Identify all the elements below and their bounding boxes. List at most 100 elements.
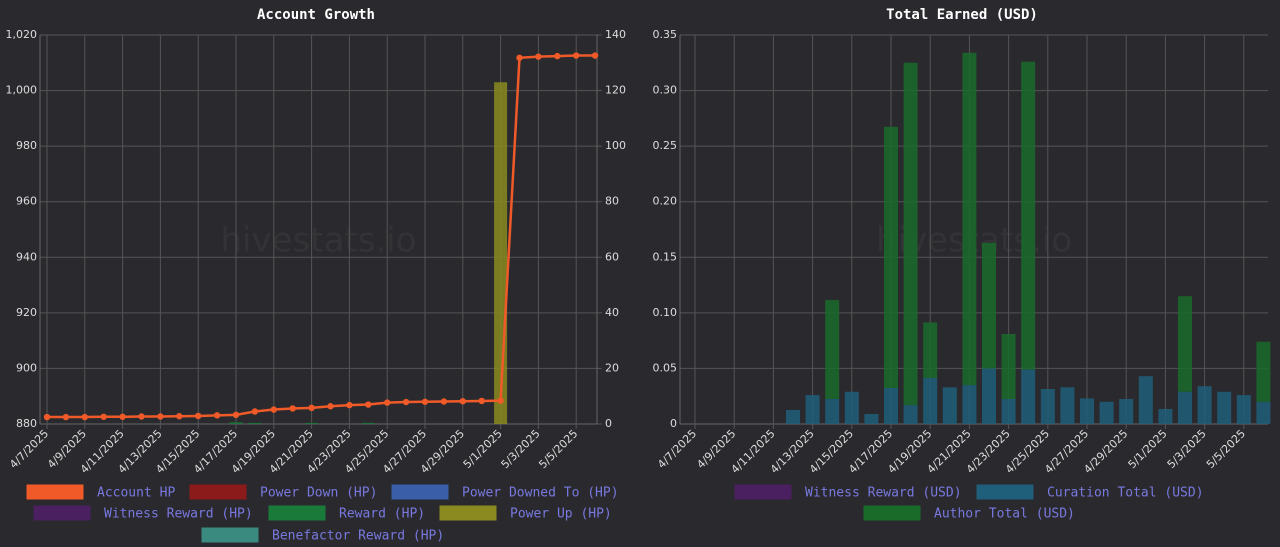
line-point [270, 406, 277, 413]
y-tick-label: 0.25 [653, 139, 678, 152]
bar [962, 52, 977, 386]
bar [1197, 386, 1212, 424]
line-point [554, 52, 561, 60]
legend-swatch [863, 505, 921, 521]
line-point [308, 404, 315, 412]
bar [825, 300, 840, 399]
legend-swatch [976, 484, 1034, 500]
line-point [327, 403, 334, 410]
legend-swatch [439, 505, 497, 521]
bar [1256, 341, 1271, 402]
line-point [497, 397, 504, 404]
line-point [591, 52, 599, 59]
legend-label: Author Total (USD) [934, 507, 1075, 522]
line-point [100, 413, 107, 420]
y2-tick-label: 40 [605, 306, 619, 319]
bar [884, 387, 898, 424]
bar [361, 422, 375, 424]
legend-swatch [26, 484, 84, 500]
bar [1178, 296, 1192, 392]
legend-label: Reward (HP) [339, 507, 425, 522]
y2-tick-label: 140 [605, 28, 626, 41]
bar [1178, 391, 1192, 424]
line-point [62, 413, 70, 421]
line-point [365, 401, 372, 408]
bar [825, 398, 840, 424]
y2-tick-label: 100 [605, 139, 626, 152]
y-tick-label: 1,000 [6, 84, 38, 97]
legend-label: Benefactor Reward (HP) [272, 529, 444, 544]
y-tick-label: 1,020 [6, 28, 38, 41]
x-tick-label: 4/7/2025 [7, 427, 51, 471]
bar [1217, 391, 1232, 424]
line-point [138, 413, 145, 420]
bar [229, 422, 243, 424]
line-point [346, 401, 353, 409]
bar [903, 62, 918, 406]
bar [1021, 369, 1036, 424]
y-tick-label: 0.10 [653, 306, 678, 319]
legend-swatch [33, 505, 91, 521]
chart-title: Account Growth [257, 7, 375, 23]
line-point [176, 413, 183, 420]
y-tick-label: 960 [16, 195, 37, 208]
y-tick-label: 0.20 [653, 195, 678, 208]
line-point [516, 54, 523, 61]
y2-tick-label: 60 [605, 250, 619, 263]
bar [923, 377, 938, 424]
bar [1001, 398, 1016, 424]
x-tick-label: 5/3/2025 [499, 427, 543, 471]
line-point [195, 412, 202, 420]
x-tick-label: 5/5/2025 [1204, 427, 1248, 471]
bar [1040, 388, 1055, 424]
legend-swatch [734, 484, 792, 500]
y-tick-label: 0 [670, 417, 677, 430]
line-point [459, 398, 466, 405]
line-point [573, 52, 580, 59]
legend-swatch [391, 484, 449, 500]
line-point [213, 412, 221, 419]
chart-title: Total Earned (USD) [886, 7, 1038, 23]
y2-tick-label: 20 [605, 361, 619, 374]
line-point [251, 408, 259, 415]
bar [1256, 401, 1271, 424]
x-tick-label: 5/1/2025 [1126, 427, 1170, 471]
line-point [402, 398, 410, 406]
line-point [535, 53, 542, 60]
legend-swatch [189, 484, 247, 500]
y-tick-label: 0.30 [653, 84, 678, 97]
bar [305, 422, 319, 424]
line-point [232, 411, 240, 419]
y2-tick-label: 80 [605, 195, 619, 208]
y-tick-label: 940 [16, 250, 37, 263]
bar [942, 387, 957, 424]
bar [1001, 333, 1016, 399]
bar [1099, 401, 1114, 424]
bar [884, 126, 898, 388]
bar [864, 413, 879, 424]
bar [494, 82, 508, 424]
legend-label: Power Down (HP) [260, 486, 377, 501]
legend-label: Witness Reward (USD) [805, 486, 962, 501]
bar [844, 391, 859, 424]
y-tick-label: 920 [16, 306, 37, 319]
bar [1158, 408, 1173, 424]
legend-label: Curation Total (USD) [1047, 486, 1204, 501]
legend-swatch [268, 505, 326, 521]
line-point [421, 398, 429, 405]
legend-label: Account HP [97, 486, 175, 501]
y2-tick-label: 120 [605, 84, 626, 97]
bar [1060, 387, 1075, 424]
x-tick-label: 5/1/2025 [461, 427, 505, 471]
legend-label: Witness Reward (HP) [104, 507, 253, 522]
legend-swatch [201, 527, 259, 543]
y-tick-label: 0.35 [653, 28, 678, 41]
bar [923, 322, 938, 378]
y-tick-label: 980 [16, 139, 37, 152]
legend-label: Power Downed To (HP) [462, 486, 619, 501]
y-tick-label: 0.05 [653, 361, 678, 374]
line-point [289, 405, 296, 412]
bar [1080, 398, 1094, 424]
x-tick-label: 5/5/2025 [536, 427, 580, 471]
